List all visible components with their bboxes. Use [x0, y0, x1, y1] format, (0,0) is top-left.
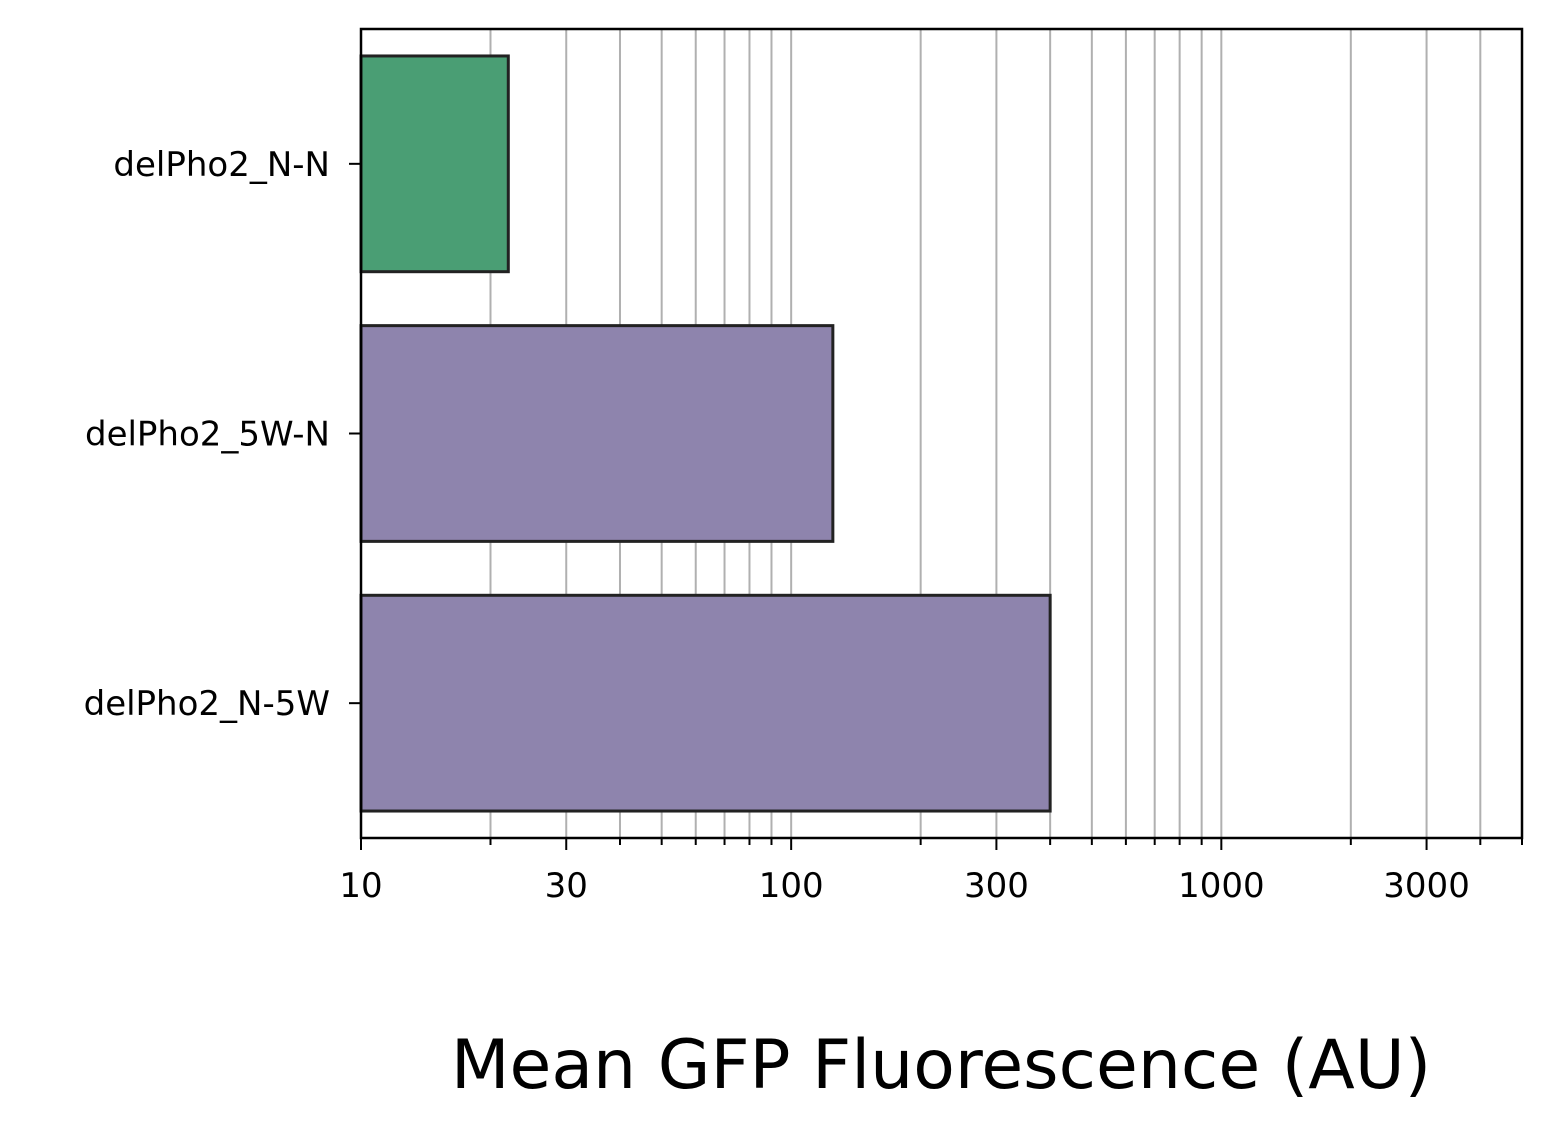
- x-tick-label: 10: [339, 866, 382, 906]
- grid-lines: [489, 29, 1482, 838]
- x-tick-label: 1000: [1178, 866, 1265, 906]
- x-tick-label: 100: [759, 866, 824, 906]
- bars: [359, 54, 1052, 813]
- y-tick-label: delPho2_5W-N: [85, 415, 330, 455]
- bar-delPho2_N-5W: [359, 593, 1052, 813]
- y-tick-label: delPho2_N-N: [113, 145, 330, 185]
- x-tick-label: 3000: [1383, 866, 1470, 906]
- y-axis-ticks: delPho2_N-N delPho2_5W-N delPho2_N-5W: [84, 145, 361, 724]
- bar-delPho2_5W-N: [359, 324, 835, 543]
- x-axis-label: Mean GFP Fluorescence (AU): [451, 1026, 1431, 1105]
- y-tick-label: delPho2_N-5W: [84, 684, 330, 724]
- x-axis-ticks: 10 30 100 300 1000 3000: [339, 838, 1523, 906]
- x-tick-label: 30: [545, 866, 588, 906]
- bar-delPho2_N-N: [359, 54, 510, 274]
- x-tick-label: 300: [964, 866, 1029, 906]
